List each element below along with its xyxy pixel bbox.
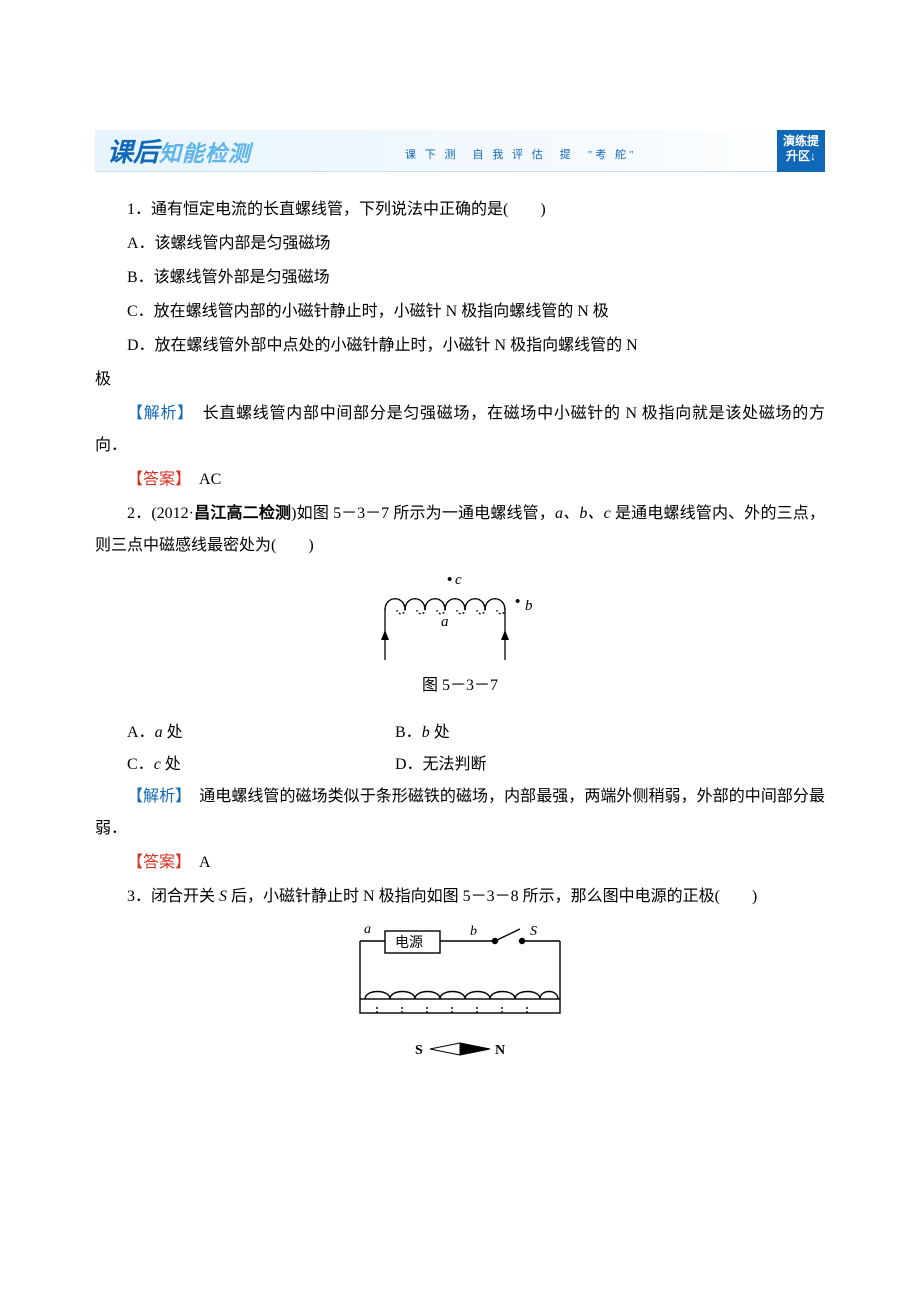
circuit-diagram: a b S 电源 S N bbox=[330, 921, 590, 1071]
q3-stem-prefix: 3．闭合开关 bbox=[127, 888, 219, 905]
label-a: a bbox=[441, 614, 449, 630]
dot-b: • bbox=[515, 594, 520, 610]
banner-right-tag: 演练提 升区↓ bbox=[777, 130, 825, 172]
label-power: 电源 bbox=[395, 935, 423, 951]
q1-analysis-body: 长直螺线管内部中间部分是匀强磁场，在磁场中小磁针的 N 极指向就是该处磁场的方向… bbox=[95, 405, 825, 454]
q2-stem: 2．(2012·昌江高二检测)如图 5－3－7 所示为一通电螺线管，a、b、c … bbox=[95, 498, 825, 562]
q2-option-a: A．a 处 bbox=[95, 717, 395, 749]
compass-s: S bbox=[415, 1043, 423, 1058]
label-a: a bbox=[364, 922, 371, 937]
banner-title-main: 课后 bbox=[107, 138, 159, 167]
banner-right-line1: 演练提 bbox=[783, 134, 819, 148]
q2-figure-caption: 图 5－3－7 bbox=[95, 671, 825, 695]
q2-stem-vars: a、b、c bbox=[555, 505, 611, 522]
q2-answer: 【答案】 A bbox=[95, 847, 825, 879]
q1-stem: 1．通有恒定电流的长直螺线管，下列说法中正确的是( ) bbox=[95, 194, 825, 226]
answer-label: 【答案】 bbox=[127, 854, 183, 871]
dot-c: • bbox=[447, 572, 452, 588]
banner-right-line2: 升区↓ bbox=[786, 149, 816, 163]
label-b: b bbox=[525, 598, 533, 614]
q2-option-c: C．c 处 bbox=[95, 749, 395, 781]
banner-title: 课后知能检测 bbox=[107, 132, 251, 169]
q2-options-row2: C．c 处 D．无法判断 bbox=[95, 749, 825, 781]
compass-n: N bbox=[495, 1043, 505, 1058]
q2-option-b: B．b 处 bbox=[395, 717, 825, 749]
q3-stem-var: S bbox=[219, 888, 227, 905]
label-b: b bbox=[470, 924, 477, 939]
q3-stem-mid: 后，小磁针静止时 N 极指向如图 5－3－8 所示，那么图中电源的正极( ) bbox=[227, 888, 757, 905]
q2-stem-source: 昌江高二检测 bbox=[194, 505, 291, 522]
q3-figure: a b S 电源 S N bbox=[95, 921, 825, 1071]
label-c: c bbox=[455, 572, 462, 588]
label-s-switch: S bbox=[530, 924, 537, 939]
q2-answer-body: A bbox=[183, 854, 211, 871]
analysis-label: 【解析】 bbox=[127, 405, 186, 422]
q1-option-d-line2: 极 bbox=[95, 364, 825, 396]
q2-stem-mid: )如图 5－3－7 所示为一通电螺线管， bbox=[291, 505, 555, 522]
analysis-label: 【解析】 bbox=[127, 788, 183, 805]
q1-option-c: C．放在螺线管内部的小磁针静止时，小磁针 N 极指向螺线管的 N 极 bbox=[95, 296, 825, 328]
q1-analysis: 【解析】 长直螺线管内部中间部分是匀强磁场，在磁场中小磁针的 N 极指向就是该处… bbox=[95, 398, 825, 462]
document-page: 课后知能检测 课 下 测 自 我 评 估 提 "考 舵" 演练提 升区↓ 1．通… bbox=[0, 0, 920, 1135]
q2-stem-prefix: 2．(2012· bbox=[127, 505, 194, 522]
answer-label: 【答案】 bbox=[127, 471, 183, 488]
q3-stem: 3．闭合开关 S 后，小磁针静止时 N 极指向如图 5－3－8 所示，那么图中电… bbox=[95, 881, 825, 913]
q2-analysis-body: 通电螺线管的磁场类似于条形磁铁的磁场，内部最强，两端外侧稍弱，外部的中间部分最弱… bbox=[95, 788, 825, 837]
banner-title-sub: 知能检测 bbox=[159, 141, 251, 166]
banner-subtitle: 课 下 测 自 我 评 估 提 "考 舵" bbox=[405, 146, 636, 162]
q1-answer: 【答案】 AC bbox=[95, 464, 825, 496]
q2-option-d: D．无法判断 bbox=[395, 749, 825, 781]
q2-analysis: 【解析】 通电螺线管的磁场类似于条形磁铁的磁场，内部最强，两端外侧稍弱，外部的中… bbox=[95, 781, 825, 845]
q1-option-d-line1: D．放在螺线管外部中点处的小磁针静止时，小磁针 N 极指向螺线管的 N bbox=[95, 330, 825, 362]
q1-option-b: B．该螺线管外部是匀强磁场 bbox=[95, 262, 825, 294]
q2-options-row1: A．a 处 B．b 处 bbox=[95, 717, 825, 749]
section-banner: 课后知能检测 课 下 测 自 我 评 估 提 "考 舵" 演练提 升区↓ bbox=[95, 130, 825, 172]
q2-figure: • c • b a bbox=[95, 570, 825, 665]
q1-option-a: A．该螺线管内部是匀强磁场 bbox=[95, 228, 825, 260]
solenoid-diagram: • c • b a bbox=[355, 570, 565, 665]
q1-answer-body: AC bbox=[183, 471, 221, 488]
